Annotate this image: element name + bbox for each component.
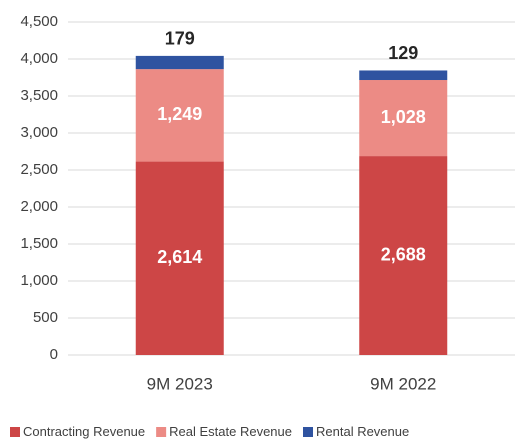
y-tick-label: 1,500 [20, 235, 58, 252]
y-tick-label: 1,000 [20, 272, 58, 289]
y-tick-label: 2,500 [20, 161, 58, 178]
legend-swatch [303, 427, 313, 437]
bar-segment [359, 70, 448, 81]
bar-segment [135, 55, 224, 70]
y-tick-label: 4,000 [20, 50, 58, 67]
data-label: 179 [165, 29, 195, 49]
y-tick-label: 2,000 [20, 198, 58, 215]
bar-segment [359, 156, 448, 355]
legend-label: Real Estate Revenue [169, 424, 292, 439]
legend-label: Rental Revenue [316, 424, 409, 439]
y-tick-label: 3,500 [20, 87, 58, 104]
bar-segment [359, 80, 448, 157]
legend-swatch [156, 427, 167, 437]
y-tick-label: 0 [50, 346, 58, 363]
y-tick-label: 500 [33, 309, 58, 326]
data-label: 129 [388, 43, 418, 63]
y-tick-label: 3,000 [20, 124, 58, 141]
x-tick-label: 9M 2023 [147, 374, 213, 393]
data-label: 1,028 [381, 107, 426, 127]
data-label: 1,249 [157, 104, 202, 124]
data-label: 2,614 [157, 247, 202, 267]
x-tick-label: 9M 2022 [370, 374, 436, 393]
data-label: 2,688 [381, 244, 426, 264]
legend-label: Contracting Revenue [23, 424, 145, 439]
legend-swatch [10, 427, 20, 437]
bar-segment [135, 69, 224, 162]
y-tick-label: 4,500 [20, 13, 58, 30]
bar-segment [135, 161, 224, 355]
